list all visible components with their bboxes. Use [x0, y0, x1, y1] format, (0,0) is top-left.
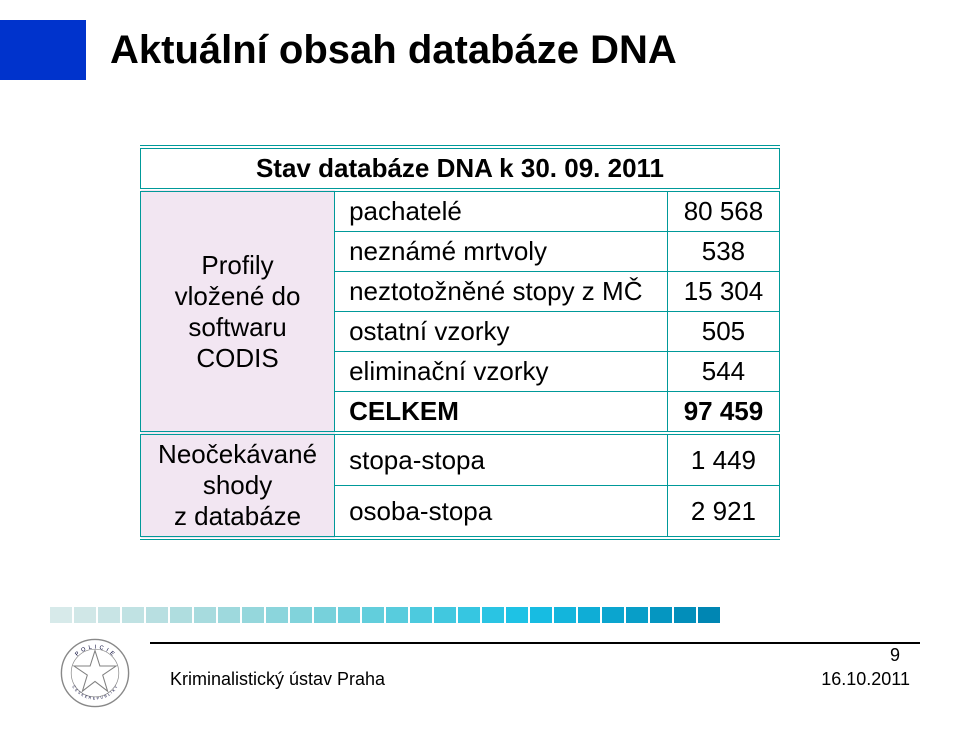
gradient-segment — [266, 607, 288, 623]
gradient-segment — [674, 607, 696, 623]
gradient-segment — [194, 607, 216, 623]
gradient-segment — [506, 607, 528, 623]
gradient-segment — [122, 607, 144, 623]
table-row: Profilyvložené dosoftwaruCODISpachatelé8… — [141, 190, 780, 232]
row-label: eliminační vzorky — [335, 352, 668, 392]
svg-text:Č E S K É R E P U B L I K Y: Č E S K É R E P U B L I K Y — [71, 684, 119, 700]
gradient-segment — [98, 607, 120, 623]
row-value: 538 — [667, 232, 779, 272]
gradient-segment — [290, 607, 312, 623]
page-title: Aktuální obsah databáze DNA — [86, 28, 677, 73]
gradient-segment — [218, 607, 240, 623]
gradient-segment — [74, 607, 96, 623]
footer-org: Kriminalistický ústav Praha — [170, 669, 385, 690]
row-value: 505 — [667, 312, 779, 352]
table-row: Neočekávanéshodyz databázestopa-stopa1 4… — [141, 433, 780, 486]
group2-label: Neočekávanéshodyz databáze — [141, 433, 335, 538]
row-label: neznámé mrtvoly — [335, 232, 668, 272]
gradient-segment — [458, 607, 480, 623]
gradient-segment — [50, 607, 72, 623]
page-number: 9 — [890, 645, 900, 666]
gradient-segment — [578, 607, 600, 623]
row-label: stopa-stopa — [335, 433, 668, 486]
row-label: osoba-stopa — [335, 486, 668, 539]
gradient-segment — [482, 607, 504, 623]
row-value: 1 449 — [667, 433, 779, 486]
gradient-segment — [602, 607, 624, 623]
gradient-segment — [338, 607, 360, 623]
title-accent — [0, 20, 86, 80]
row-value: 15 304 — [667, 272, 779, 312]
gradient-segment — [410, 607, 432, 623]
row-label: ostatní vzorky — [335, 312, 668, 352]
gradient-segment — [146, 607, 168, 623]
gradient-segment — [242, 607, 264, 623]
title-bar: Aktuální obsah databáze DNA — [0, 20, 677, 80]
dna-table: Stav databáze DNA k 30. 09. 2011Profilyv… — [140, 145, 780, 540]
row-value: 2 921 — [667, 486, 779, 539]
gradient-segment — [650, 607, 672, 623]
group1-label: Profilyvložené dosoftwaruCODIS — [141, 190, 335, 433]
gradient-segment — [626, 607, 648, 623]
footer-date: 16.10.2011 — [821, 669, 910, 690]
gradient-bar — [0, 607, 960, 625]
gradient-segment — [170, 607, 192, 623]
row-label: CELKEM — [335, 392, 668, 434]
gradient-segment — [362, 607, 384, 623]
table-header: Stav databáze DNA k 30. 09. 2011 — [141, 147, 780, 190]
gradient-segment — [314, 607, 336, 623]
row-value: 80 568 — [667, 190, 779, 232]
police-logo: P O L I C I E Č E S K É R E P U B L I K … — [60, 638, 130, 708]
gradient-segment — [530, 607, 552, 623]
gradient-segment — [434, 607, 456, 623]
row-value: 97 459 — [667, 392, 779, 434]
gradient-segment — [554, 607, 576, 623]
gradient-segment — [698, 607, 720, 623]
gradient-segment — [386, 607, 408, 623]
row-label: neztotožněné stopy z MČ — [335, 272, 668, 312]
footer-divider — [150, 642, 920, 644]
row-label: pachatelé — [335, 190, 668, 232]
row-value: 544 — [667, 352, 779, 392]
